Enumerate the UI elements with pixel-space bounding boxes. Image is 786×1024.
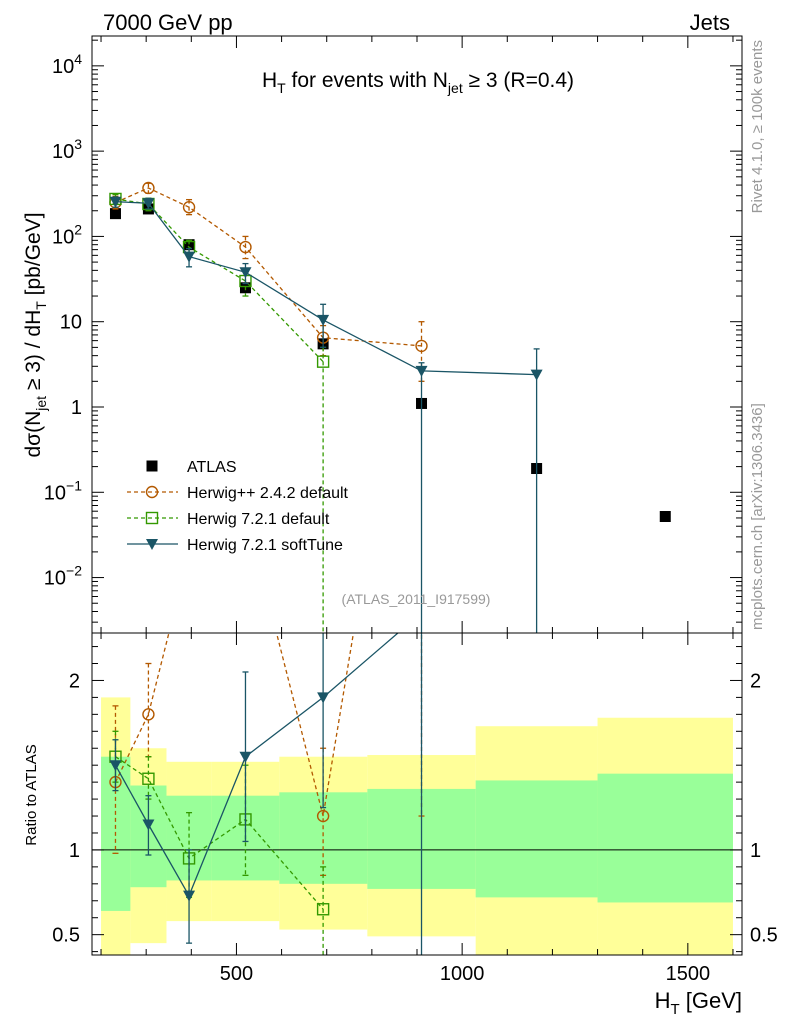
series-1-point [415,339,428,353]
atlas-data-point [183,239,195,251]
legend-label: ATLAS [187,459,237,476]
y-tick-label: 1 [71,397,82,419]
y-tick-label: 10−1 [44,477,82,504]
legend-item: ATLAS [146,459,237,476]
series-3-ratio-line [114,633,399,898]
mcplots-label: mcplots.cern.ch [arXiv:1306.3436] [749,403,766,630]
atlas-data-point [109,208,121,220]
series-3-point [415,365,428,377]
x-tick-label: 1000 [440,963,485,985]
series-2-ratio-point [316,903,330,916]
y-tick-label: 10−2 [44,563,82,590]
legend-label: Herwig++ 2.4.2 default [187,485,349,502]
x-tick-label: 500 [220,963,253,985]
chart-title: HT for events with Njet ≥ 3 (R=0.4) [262,69,574,96]
uncertainty-band-inner [597,773,733,903]
uncertainty-band-inner [475,780,598,898]
rivet-label: Rivet 4.1.0, ≥ 100k events [749,40,766,213]
atlas-data-point [659,510,671,522]
series-3-point [530,369,543,381]
ratio-y-tick-label: 0.5 [52,925,80,947]
ratio-y-tick-label: 2 [69,670,80,692]
y-tick-label: 102 [52,221,82,248]
series-3-point [109,196,122,208]
legend-marker [145,511,159,525]
main-ticks: 10−2 10−1 1 10 102 103 104 [44,36,742,633]
ratio-y-tick-label: 1 [69,840,80,862]
y-axis-label: dσ(Njet ≥ 3) / dHT [pb/GeV] [22,212,49,457]
y-tick-label: 104 [52,51,82,78]
series-3-ratio-point [183,890,196,902]
ratio-plot-area [92,217,742,955]
series-2-point [316,355,330,368]
ratio-panel: 500 1000 1500 0.5 0.5 1 1 2 2 Ratio to ATLAS HT … [23,217,778,1018]
process-label: Jets [690,10,730,35]
y-tick-label: 10 [60,312,82,334]
legend-label: Herwig 7.2.1 softTune [187,537,343,554]
legend-item: Herwig 7.2.1 softTune [127,537,343,554]
analysis-label: (ATLAS_2011_I917599) [342,591,491,607]
ratio-y-tick-label-right: 0.5 [750,925,778,947]
series-3-point [317,314,330,326]
x-axis-label: HT [GeV] [655,988,742,1018]
series-3-ratio-point [109,760,122,772]
ratio-ticks: 500 1000 1500 0.5 0.5 1 1 2 2 [52,633,778,985]
series-3-point [239,267,252,279]
x-tick-label: 1500 [666,963,711,985]
series-3-point [183,251,196,263]
series-1-point [239,240,252,254]
legend: ATLAS Herwig++ 2.4.2 default Herwig 7.2.1 … [127,459,349,554]
series-3-ratio-point [142,819,155,831]
ratio-frame [91,632,743,956]
main-plot-area [109,181,671,633]
beam-label: 7000 GeV pp [103,10,233,35]
series-3-ratio-point [317,692,330,704]
ratio-y-tick-label-right: 1 [750,840,761,862]
legend-marker [146,460,158,472]
series-2-line [115,198,324,363]
series-3-ratio-point [239,751,252,763]
series-1-point [142,181,155,195]
series-1-line [115,187,422,347]
legend-marker [145,485,159,499]
legend-item: Herwig 7.2.1 default [127,511,330,528]
series-1-ratio-point [142,708,155,721]
series-3-point [142,198,155,210]
series-2-ratio-point [142,772,155,785]
ratio-y-label: Ratio to ATLAS [23,744,40,845]
y-tick-label: 103 [52,136,82,163]
legend-label: Herwig 7.2.1 default [187,511,330,528]
series-1-ratio-point [416,217,427,228]
ratio-y-tick-label-right: 2 [750,670,761,692]
legend-item: Herwig++ 2.4.2 default [127,485,349,502]
main-panel: 10−2 10−1 1 10 102 103 104 HT for events with … [22,35,743,634]
series-1-point [182,201,196,214]
series-1-ratio-point [316,809,330,823]
legend-marker [146,539,158,550]
